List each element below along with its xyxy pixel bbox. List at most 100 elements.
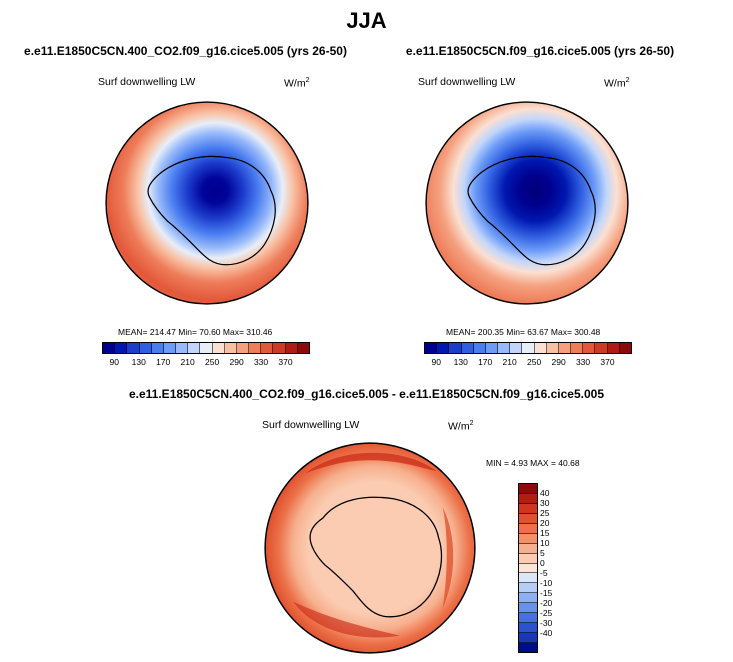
diff-colorbar-swatch <box>519 533 537 544</box>
left-colorbar-swatch <box>249 343 262 353</box>
diff-colorbar-swatch <box>519 553 537 564</box>
right-colorbar-swatch <box>510 343 523 353</box>
left-colorbar-swatch <box>163 343 177 353</box>
left-colorbar-tick-label: 370 <box>278 357 293 367</box>
left-colorbar-tick-label: 90 <box>109 357 119 367</box>
left-variable-label: Surf downwelling LW <box>98 76 196 88</box>
diff-colorbar-tick-label: 5 <box>540 548 545 558</box>
left-colorbar-swatch <box>103 343 116 353</box>
right-colorbar-swatch <box>583 343 596 353</box>
left-case-title: e.e11.E1850C5CN.400_CO2.f09_g16.cice5.00… <box>24 44 347 58</box>
diff-colorbar-tick-label: 25 <box>540 508 550 518</box>
diff-colorbar-tick-label: -10 <box>540 578 553 588</box>
diff-colorbar-tick-label: 0 <box>540 558 545 568</box>
diff-units-label: W/m2 <box>448 420 474 433</box>
diff-colorbar-tick-label: 20 <box>540 518 550 528</box>
left-colorbar-tick-label: 290 <box>229 357 244 367</box>
right-colorbar <box>424 342 632 354</box>
right-variable-label: Surf downwelling LW <box>418 76 516 88</box>
left-colorbar-swatch <box>297 343 309 353</box>
diff-colorbar-tick-label: -25 <box>540 608 553 618</box>
diff-colorbar-tick-label: -20 <box>540 598 553 608</box>
right-colorbar-swatch <box>449 343 462 353</box>
left-colorbar-swatch <box>151 343 164 353</box>
right-colorbar-tick-label: 90 <box>431 357 441 367</box>
diff-variable-label: Surf downwelling LW <box>262 419 360 431</box>
right-colorbar-tick-label: 210 <box>502 357 517 367</box>
right-colorbar-swatch <box>473 343 486 353</box>
right-colorbar-tick-label: 370 <box>600 357 615 367</box>
diff-colorbar-swatch <box>519 484 537 494</box>
left-colorbar-tick-label: 130 <box>131 357 146 367</box>
diff-colorbar-tick-label: -15 <box>540 588 553 598</box>
right-colorbar-swatch <box>498 343 511 353</box>
right-case-title: e.e11.E1850C5CN.f09_g16.cice5.005 (yrs 2… <box>405 44 675 58</box>
right-colorbar-swatch <box>485 343 499 353</box>
figure-title: JJA <box>346 8 387 33</box>
diff-colorbar-ticks: 40 30 25 20 15 10 5 0 -5 -10 -15 -20 -25 -30 -40 <box>540 483 570 653</box>
left-antarctica-coastline <box>147 155 276 266</box>
left-colorbar-swatch <box>188 343 201 353</box>
right-antarctica-coastline <box>467 155 596 266</box>
right-colorbar-tick-label: 130 <box>453 357 468 367</box>
right-colorbar-swatch <box>522 343 535 353</box>
diff-polar-map <box>264 442 476 654</box>
diff-colorbar-tick-label: 15 <box>540 528 550 538</box>
diff-colorbar-tick-label: -30 <box>540 618 553 628</box>
diff-colorbar-swatch <box>519 583 537 594</box>
left-colorbar-swatch <box>285 343 298 353</box>
right-stats: MEAN= 200.35 Min= 63.67 Max= 300.48 <box>446 327 601 337</box>
left-colorbar-swatch <box>236 343 250 353</box>
left-colorbar-swatch <box>212 343 225 353</box>
right-colorbar-swatch <box>571 343 584 353</box>
left-colorbar-ticks: 90 130 170 210 250 290 330 370 <box>102 357 310 368</box>
right-colorbar-swatch <box>619 343 631 353</box>
right-colorbar-ticks: 90 130 170 210 250 290 330 370 <box>424 357 632 368</box>
diff-antarctica-coastline <box>309 496 443 618</box>
diff-colorbar-tick-label: 30 <box>540 498 550 508</box>
diff-colorbar-swatch <box>519 623 537 634</box>
left-colorbar-swatch <box>115 343 128 353</box>
right-colorbar-swatch <box>425 343 438 353</box>
diff-colorbar-swatch <box>519 643 537 652</box>
diff-colorbar-tick-label: 40 <box>540 488 550 498</box>
right-colorbar-swatch <box>546 343 559 353</box>
right-colorbar-swatch <box>534 343 547 353</box>
left-colorbar-swatch <box>139 343 152 353</box>
left-colorbar-tick-label: 210 <box>180 357 195 367</box>
right-units-label: W/m2 <box>604 77 630 90</box>
right-colorbar-tick-label: 330 <box>575 357 591 367</box>
diff-colorbar-tick-label: -5 <box>540 568 548 578</box>
diff-colorbar-swatch <box>519 613 537 624</box>
diff-colorbar-swatch <box>519 633 537 643</box>
left-colorbar-swatch <box>273 343 286 353</box>
diff-stats: MIN = 4.93 MAX = 40.68 <box>486 458 580 468</box>
left-stats: MEAN= 214.47 Min= 70.60 Max= 310.46 <box>118 327 273 337</box>
right-colorbar-tick-label: 250 <box>527 357 542 367</box>
right-colorbar-swatch <box>437 343 450 353</box>
diff-colorbar-tick-label: -40 <box>540 628 553 638</box>
right-colorbar-tick-label: 290 <box>551 357 566 367</box>
left-colorbar-swatch <box>127 343 140 353</box>
left-colorbar-tick-label: 250 <box>205 357 220 367</box>
diff-case-title: e.e11.E1850C5CN.400_CO2.f09_g16.cice5.00… <box>128 387 604 401</box>
diff-colorbar-swatch <box>519 593 537 604</box>
left-colorbar-tick-label: 330 <box>253 357 269 367</box>
left-colorbar-swatch <box>224 343 237 353</box>
left-polar-map <box>105 101 309 305</box>
diff-colorbar-swatch <box>519 603 537 614</box>
diff-colorbar-swatch <box>519 523 537 534</box>
left-colorbar-tick-label: 170 <box>156 357 171 367</box>
right-colorbar-swatch <box>595 343 608 353</box>
right-colorbar-tick-label: 170 <box>478 357 493 367</box>
diff-colorbar-swatch <box>519 563 537 574</box>
left-units-label: W/m2 <box>284 77 310 90</box>
diff-colorbar-swatch <box>519 503 537 514</box>
diff-colorbar <box>518 483 538 653</box>
left-colorbar-swatch <box>200 343 213 353</box>
diff-colorbar-swatch <box>519 573 537 584</box>
diff-colorbar-tick-label: 10 <box>540 538 550 548</box>
left-colorbar-swatch <box>176 343 189 353</box>
left-colorbar-swatch <box>261 343 274 353</box>
diff-colorbar-swatch <box>519 493 537 504</box>
